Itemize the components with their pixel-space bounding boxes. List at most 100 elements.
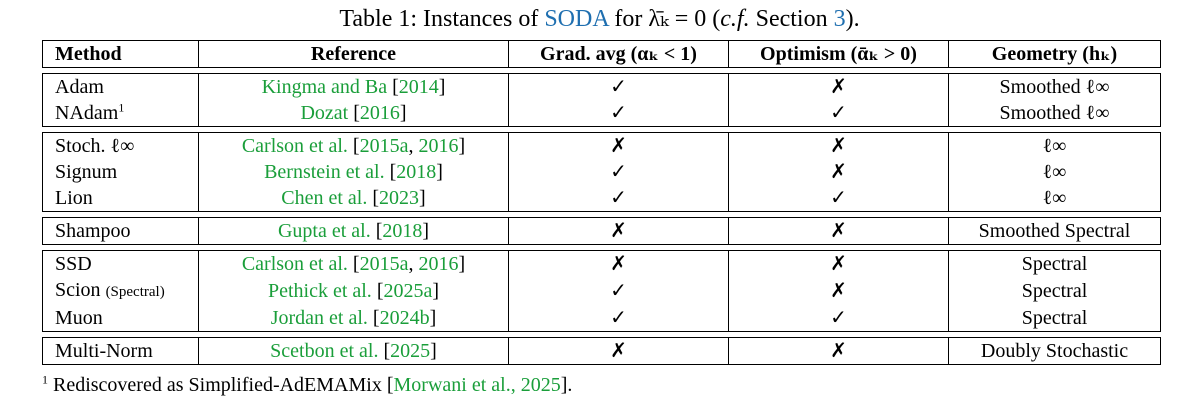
table-row: NAdam1 Dozat [2016] ✓ ✓ Smoothed ℓ∞ [43,100,1161,127]
geometry: Spectral [948,305,1161,332]
grad-avg: ✓ [508,73,729,100]
reference-part: [ [387,76,399,98]
optimism: ✗ [728,132,949,159]
method: Muon [55,307,103,329]
reference-part: 2015a [359,135,409,157]
reference-part: 2025 [390,340,431,362]
geometry: Doubly Stochastic [948,337,1161,365]
header-cell: Grad. avg (αₖ < 1) [508,40,729,68]
optimism: ✓ [728,100,949,127]
geometry: Smoothed ℓ∞ [948,100,1161,127]
reference-cell: Carlson et al. [2015a, 2016] [198,250,509,277]
reference-part: [ [347,253,360,275]
footnote-part: ]. [560,374,573,396]
header-row: Method Reference Grad. avg (αₖ < 1) Optimis… [43,40,1161,68]
reference-cell: Jordan et al. [2024b] [198,305,509,332]
reference-cell: Kingma and Ba [2014] [198,73,509,100]
method-cell: Signum [43,159,199,185]
reference-part: Jordan et al. [270,307,368,329]
caption-part: Table 1: Instances of [339,6,545,32]
reference-part: , [408,135,419,157]
caption-part: c.f. [720,6,750,32]
header-table: Method Reference Grad. avg (αₖ < 1) Optimis… [42,40,1161,68]
reference-cell: Chen et al. [2023] [198,185,509,212]
optimism: ✗ [728,217,949,245]
reference-part: ] [458,253,466,275]
caption-part: Section [749,6,834,32]
reference-part: Bernstein et al. [264,161,385,183]
reference-part: [ [378,340,391,362]
method-cell: Multi-Norm [43,338,199,365]
geometry: Smoothed ℓ∞ [948,73,1161,100]
table-row: Multi-Norm Scetbon et al. [2025] ✗ ✗ Doubly … [43,337,1161,365]
grad-avg: ✓ [508,159,729,185]
reference-part: ] [419,187,426,209]
geometry: Smoothed Spectral [948,217,1161,245]
table-row: Lion Chen et al. [2023] ✓ ✓ ℓ∞ [43,185,1161,212]
header-cell: Method [55,43,122,65]
table-row: Signum Bernstein et al. [2018] ✓ ✗ ℓ∞ [43,159,1161,185]
optimism: ✗ [728,337,949,365]
method: SSD [55,253,92,275]
method: NAdam [55,102,119,124]
reference-cell: Bernstein et al. [2018] [198,159,509,185]
method-note: (Spectral) [105,284,165,300]
grad-avg: ✗ [508,132,729,159]
reference-part: [ [370,220,383,242]
method-cell: NAdam1 [43,100,199,127]
reference-part: 2024b [379,307,430,329]
reference-part: Pethick et al. [267,280,372,302]
method: Lion [55,187,93,209]
geometry: ℓ∞ [948,132,1161,159]
reference-part: ] [436,161,443,183]
table-row: Stoch. ℓ∞ Carlson et al. [2015a, 2016] ✗ ✗ ℓ… [43,132,1161,159]
row-group: Multi-Norm Scetbon et al. [2025] ✗ ✗ Doubly … [42,337,1161,365]
optimism: ✗ [728,250,949,277]
reference-part: Scetbon et al. [270,340,379,362]
method-cell: SSD [43,251,199,278]
table-row: SSD Carlson et al. [2015a, 2016] ✗ ✗ Spectra… [43,250,1161,278]
reference-part: 2025a [383,280,433,302]
method-cell: Muon [43,305,199,332]
reference-part: [ [367,187,380,209]
footnote-part: 1 [42,372,48,387]
reference-cell: Scetbon et al. [2025] [198,337,509,365]
header-cell: Optimism (ᾱₖ > 0) [728,40,949,68]
table-row: Adam Kingma and Ba [2014] ✓ ✗ Smoothed ℓ∞ [43,73,1161,100]
reference-cell: Pethick et al. [2025a] [198,277,509,305]
grad-avg: ✓ [508,277,729,305]
optimism: ✗ [728,73,949,100]
reference-part: ] [422,220,430,242]
reference-part: [ [367,307,380,329]
header-cell: Reference [198,40,509,68]
method: Multi-Norm [55,340,153,362]
optimism: ✗ [728,277,949,305]
reference-part: 2016 [418,135,459,157]
table-caption: Table 1: Instances of SODA for λ̄ₖ = 0 (… [0,4,1199,33]
method: Signum [55,161,118,183]
geometry: ℓ∞ [948,185,1161,212]
caption-part: for λ̄ₖ = 0 ( [608,6,721,32]
method: Adam [55,76,104,98]
grad-avg: ✓ [508,185,729,212]
reference-part: 2016 [418,253,459,275]
reference-part: [ [384,161,397,183]
footnote-part: Morwani et al., 2025 [393,374,561,396]
reference-part: ] [399,102,407,124]
reference-part: Dozat [300,102,349,124]
caption-part: ). [845,6,860,32]
reference-cell: Dozat [2016] [198,100,509,127]
table-row: Scion (Spectral) Pethick et al. [2025a] ✓ ✗… [43,277,1161,305]
reference-part: , [408,253,419,275]
header-cell: Geometry (hₖ) [948,40,1161,68]
grad-avg: ✗ [508,250,729,277]
reference-part: 2023 [379,187,420,209]
reference-part: Kingma and Ba [261,76,388,98]
geometry: ℓ∞ [948,159,1161,185]
table-row: Shampoo Gupta et al. [2018] ✗ ✗ Smoothed Spe… [43,217,1161,245]
reference-part: ] [430,340,437,362]
footnote: 1 Rediscovered as Simplified-AdEMAMix [M… [42,372,573,397]
row-group: Stoch. ℓ∞ Carlson et al. [2015a, 2016] ✗ ✗ ℓ… [42,132,1161,212]
optimism: ✓ [728,305,949,332]
